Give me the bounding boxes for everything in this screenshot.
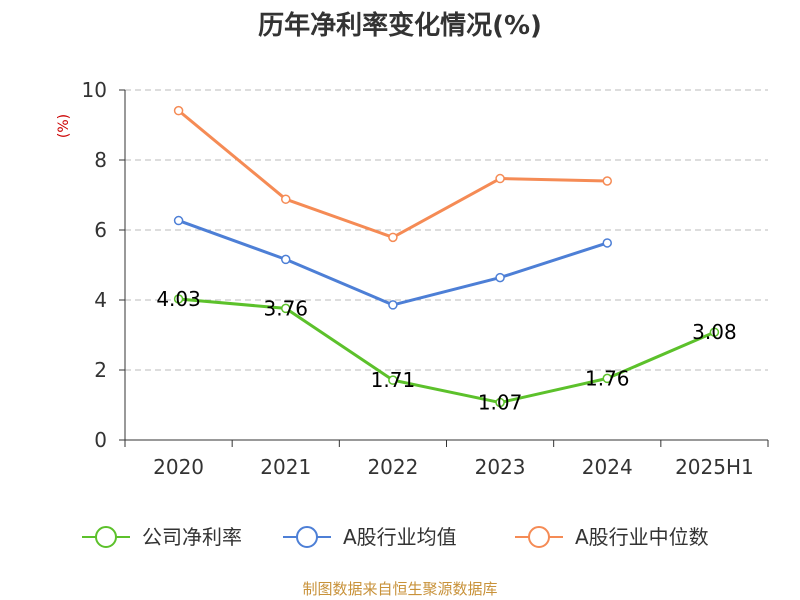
data-point — [602, 373, 612, 384]
series-line — [178, 297, 716, 405]
x-tick-label: 2020 — [153, 455, 204, 479]
data-point — [388, 375, 398, 385]
data-label: 1.71 — [371, 368, 416, 392]
data-point — [281, 303, 291, 314]
chart-title: 历年净利率变化情况(%) — [258, 10, 542, 41]
data-label: 1.76 — [585, 366, 630, 390]
series-line — [177, 109, 608, 239]
data-point — [173, 215, 184, 226]
data-label: 4.03 — [156, 287, 201, 311]
y-axis-label: (%) — [56, 114, 72, 138]
legend-label: A股行业均值 — [343, 525, 457, 549]
axes — [119, 89, 769, 447]
data-point — [173, 294, 184, 304]
data-label: 3.76 — [263, 296, 308, 320]
data-point — [602, 238, 612, 248]
data-point — [388, 300, 398, 310]
x-tick-label: 2023 — [475, 455, 526, 479]
gridlines — [125, 89, 768, 371]
data-point — [495, 397, 505, 408]
x-tick-label: 2021 — [260, 455, 311, 479]
data-point — [495, 272, 505, 283]
y-tick-label: 8 — [94, 148, 107, 172]
tick-labels: 0 2 4 6 8 10 2020 2021 2022 2023 2024 2025H1 — [82, 78, 754, 479]
series-lines — [173, 105, 720, 408]
y-tick-label: 4 — [94, 288, 107, 312]
data-label: 3.08 — [692, 320, 737, 344]
legend-marker — [95, 526, 117, 548]
data-point — [602, 176, 612, 186]
data-point — [173, 105, 184, 116]
y-tick-label: 0 — [94, 428, 107, 452]
x-tick-label: 2024 — [582, 455, 633, 479]
data-point — [709, 327, 720, 337]
data-point — [281, 254, 291, 265]
data-label: 1.07 — [478, 391, 523, 415]
data-point — [281, 194, 291, 204]
x-tick-label: 2025H1 — [675, 455, 754, 479]
source-note: 制图数据来自恒生聚源数据库 — [302, 580, 497, 598]
data-labels: 4.03 3.76 1.71 1.07 1.76 3.08 — [156, 287, 736, 415]
y-tick-label: 6 — [94, 218, 107, 242]
legend-marker — [528, 526, 550, 548]
legend: 公司净利率 A股行业均值 A股行业中位数 — [82, 525, 709, 549]
x-tick-label: 2022 — [367, 455, 418, 479]
y-tick-label: 10 — [82, 78, 107, 102]
y-tick-label: 2 — [94, 358, 107, 382]
legend-marker — [296, 526, 318, 548]
legend-label: A股行业中位数 — [575, 525, 709, 549]
legend-label: 公司净利率 — [142, 525, 242, 549]
data-point — [495, 173, 505, 184]
data-point — [388, 232, 398, 243]
